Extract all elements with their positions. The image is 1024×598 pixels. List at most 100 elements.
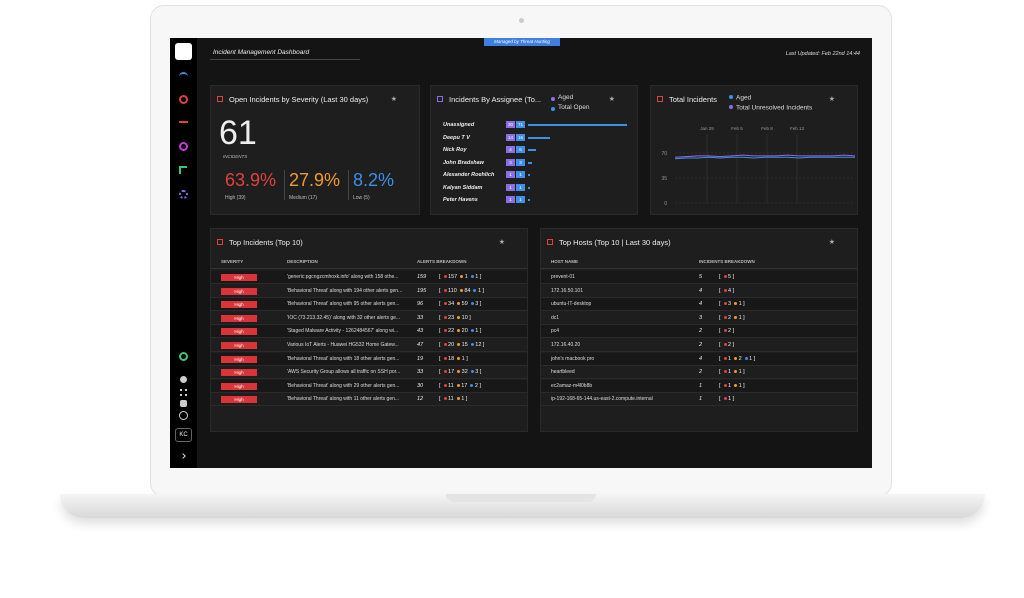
open-bar (528, 199, 530, 201)
table-row[interactable]: High 'AWS Security Group allows all traff… (211, 366, 527, 380)
table-row[interactable]: High 'Behavioral Threat' along with 29 ot… (211, 379, 527, 393)
table-row[interactable]: pc4 2[2 ] (541, 325, 857, 339)
breakdown-dot (443, 329, 447, 333)
table-row[interactable]: High 'Behavioral Threat' along with 11 ot… (211, 393, 527, 407)
breakdown-dot (723, 315, 727, 319)
breakdown-count: 1 (728, 369, 732, 376)
settings-icon[interactable] (180, 376, 187, 383)
breakdown-dot (470, 302, 474, 306)
camera (519, 18, 524, 23)
table-row[interactable]: dc1 3 [2 1 ] (541, 311, 857, 325)
breakdown-count: 2 (728, 342, 732, 348)
breakdown-dot (457, 343, 461, 347)
breakdown-dot (734, 370, 738, 374)
expand-icon[interactable] (180, 453, 186, 459)
alert-count: 12 (417, 396, 424, 403)
table-row[interactable]: 172.16.50.101 4[4 ] (541, 284, 857, 298)
breakdown-dot (457, 370, 461, 374)
table-row[interactable]: ip-192-168-65-144.us-east-2.compute.inte… (541, 393, 857, 407)
y-tick-label: 0 (664, 201, 667, 207)
breakdown-count: 5 (728, 274, 732, 280)
breakdown-count: 22 (448, 328, 455, 335)
severity-tag: High (221, 396, 257, 404)
table-row[interactable]: ubuntu-IT-desktop 4 [3 1 ] (541, 298, 857, 312)
star-icon[interactable]: ★ (608, 96, 615, 103)
breakdown-count: 34 (448, 301, 455, 308)
table-row[interactable]: ec2amaz-m4l0b8b 1[1 1 ] (541, 379, 857, 393)
nav-icon[interactable] (179, 72, 188, 78)
breakdown: [110 84 1 ] (439, 287, 485, 294)
host-name: ip-192-168-65-144.us-east-2.compute.inte… (551, 396, 653, 403)
severity-percent: 63.9% (225, 170, 277, 190)
breakdown-count: 3 (728, 301, 732, 308)
description: 'IOC (73.213.32.45)' along with 32 other… (287, 314, 401, 321)
dashboard-select[interactable]: Incident Management Dashboard (210, 46, 360, 60)
description: 'generic:pgcngzcmhoxk.info' along with 1… (287, 274, 399, 280)
breakdown-count: 1 (475, 328, 479, 335)
table-row[interactable]: High Various IoT Alerts - Huawei HG532 Ho… (211, 339, 527, 352)
nav-icon[interactable] (179, 352, 188, 361)
screen: KC Incident Management Dashboard Managed… (170, 38, 872, 468)
notify-icon[interactable] (180, 400, 187, 407)
aged-badge: 4 (506, 146, 515, 153)
avatar[interactable]: KC (175, 428, 192, 442)
host-name: 172.16.50.101 (551, 287, 583, 294)
column-header: SEVERITY (221, 259, 244, 264)
table-row[interactable]: 172.16.40.20 2[2 ] (541, 339, 857, 352)
severity-tag: High (221, 314, 257, 322)
table-row[interactable]: High 'Staged Malware Activity - 126248456… (211, 325, 527, 339)
table-row[interactable]: High 'Behavioral Threat' along with 95 ot… (211, 298, 527, 312)
alert-count: 47 (417, 342, 424, 348)
breakdown-dot (723, 329, 727, 333)
line-chart: Aged Total Unresolved Incidents 70 35 0 Jan 2… (661, 95, 856, 207)
severity-percent: 27.9% (289, 170, 341, 190)
breakdown-count: 3 (475, 369, 479, 376)
apps-icon[interactable] (180, 389, 187, 396)
x-tick-label: Feb 8 (761, 126, 773, 131)
star-icon[interactable]: ★ (828, 96, 835, 103)
logo[interactable] (175, 43, 192, 60)
nav-icon[interactable] (179, 121, 188, 126)
breakdown-dot (443, 302, 447, 306)
table-row[interactable]: heartbleed 2 [1 1 ] (541, 366, 857, 380)
assignee-name: John Bradshaw (443, 159, 484, 166)
breakdown-count: 4 (728, 287, 732, 294)
breakdown-dot (443, 370, 447, 374)
host-name: pc4 (551, 328, 560, 335)
panel-icon (437, 96, 443, 102)
star-icon[interactable]: ★ (498, 239, 505, 246)
table-row[interactable]: High 'Behavioral Threat' along with 18 ot… (211, 352, 527, 366)
breakdown-count: 2 (728, 328, 732, 335)
star-icon[interactable]: ★ (828, 239, 835, 246)
nav-icon[interactable] (179, 142, 188, 151)
breakdown: [4 ] (719, 287, 735, 294)
nav-icon[interactable] (179, 190, 188, 199)
incident-count: 1 (699, 382, 703, 389)
breakdown-count: 12 (475, 342, 482, 348)
incident-count: 2 (699, 342, 703, 348)
incident-count: 2 (699, 369, 703, 376)
severity-label: Medium (17) (289, 195, 318, 201)
table-row[interactable]: High 'generic:pgcngzcmhoxk.info' along wi… (211, 271, 527, 284)
table-row[interactable]: High 'Behavioral Threat' along with 194 o… (211, 284, 527, 298)
star-icon[interactable]: ★ (390, 96, 397, 103)
dashboard-name: Incident Management Dashboard (213, 49, 310, 56)
breakdown-count: 11 (448, 382, 454, 389)
breakdown: [11 17 2 ] (439, 382, 481, 389)
breakdown-dot (470, 343, 474, 347)
help-icon[interactable] (179, 411, 188, 420)
breakdown-count: 17 (448, 369, 455, 376)
severity-tag: High (221, 274, 257, 281)
table-row[interactable]: High 'IOC (73.213.32.45)' along with 32 o… (211, 311, 527, 325)
breakdown-count: 59 (461, 301, 468, 308)
table-row[interactable]: prevent-01 5[5 ] (541, 271, 857, 284)
nav-icon[interactable] (179, 95, 188, 104)
table-row[interactable]: john's macbook pro 4 [1 2 1 ] (541, 352, 857, 366)
alert-count: 30 (417, 382, 424, 389)
hosts-panel: Top Hosts (Top 10 | Last 30 days) ★ HOST … (540, 228, 858, 432)
breakdown-count: 2 (728, 314, 732, 321)
description: 'AWS Security Group allows all traffic o… (287, 369, 401, 376)
breakdown-dot (723, 397, 727, 401)
nav-icon[interactable] (179, 166, 187, 174)
breakdown-dot (470, 275, 474, 279)
